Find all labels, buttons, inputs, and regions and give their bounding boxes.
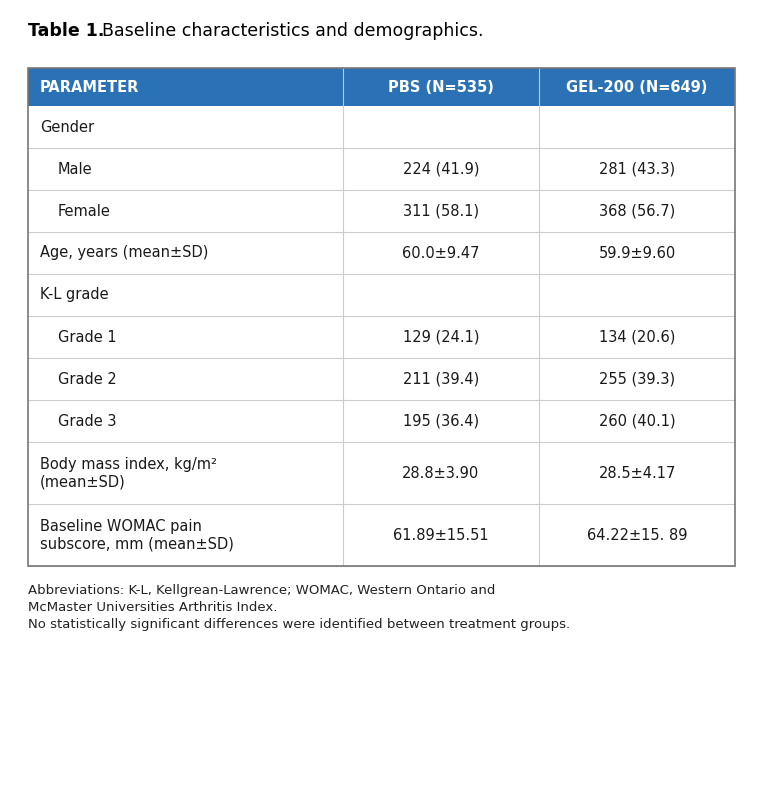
Text: Grade 1: Grade 1: [58, 330, 117, 345]
Text: 211 (39.4): 211 (39.4): [403, 372, 479, 387]
Text: 59.9±9.60: 59.9±9.60: [598, 245, 676, 260]
Text: GEL-200 (N=649): GEL-200 (N=649): [566, 80, 708, 94]
Text: 61.89±15.51: 61.89±15.51: [393, 528, 488, 543]
Text: Male: Male: [58, 161, 92, 176]
Text: 281 (43.3): 281 (43.3): [599, 161, 675, 176]
Text: 28.5±4.17: 28.5±4.17: [598, 465, 676, 480]
Text: No statistically significant differences were identified between treatment group: No statistically significant differences…: [28, 618, 570, 631]
Text: PBS (N=535): PBS (N=535): [388, 80, 494, 94]
Bar: [28, 68, 735, 566]
Text: 311 (58.1): 311 (58.1): [403, 203, 479, 218]
Text: 368 (56.7): 368 (56.7): [599, 203, 675, 218]
Text: 129 (24.1): 129 (24.1): [403, 330, 479, 345]
Bar: [28, 68, 735, 106]
Text: 260 (40.1): 260 (40.1): [599, 414, 675, 429]
Text: (mean±SD): (mean±SD): [40, 475, 126, 490]
Text: Table 1.: Table 1.: [28, 22, 105, 40]
Text: Baseline characteristics and demographics.: Baseline characteristics and demographic…: [91, 22, 484, 40]
Text: 64.22±15. 89: 64.22±15. 89: [587, 528, 687, 543]
Text: 28.8±3.90: 28.8±3.90: [402, 465, 479, 480]
Text: PARAMETER: PARAMETER: [40, 80, 140, 94]
Text: Female: Female: [58, 203, 111, 218]
Text: K-L grade: K-L grade: [40, 287, 108, 302]
Text: Age, years (mean±SD): Age, years (mean±SD): [40, 245, 208, 260]
Text: McMaster Universities Arthritis Index.: McMaster Universities Arthritis Index.: [28, 601, 278, 614]
Text: Body mass index, kg/m²: Body mass index, kg/m²: [40, 456, 217, 471]
Text: Grade 3: Grade 3: [58, 414, 117, 429]
Text: 134 (20.6): 134 (20.6): [599, 330, 675, 345]
Text: 224 (41.9): 224 (41.9): [403, 161, 479, 176]
Text: Abbreviations: K-L, Kellgrean-Lawrence; WOMAC, Western Ontario and: Abbreviations: K-L, Kellgrean-Lawrence; …: [28, 584, 495, 597]
Text: subscore, mm (mean±SD): subscore, mm (mean±SD): [40, 536, 234, 551]
Text: Gender: Gender: [40, 119, 94, 134]
Text: 195 (36.4): 195 (36.4): [403, 414, 479, 429]
Text: Grade 2: Grade 2: [58, 372, 117, 387]
Text: Baseline WOMAC pain: Baseline WOMAC pain: [40, 518, 202, 533]
Text: 255 (39.3): 255 (39.3): [599, 372, 675, 387]
Text: 60.0±9.47: 60.0±9.47: [402, 245, 480, 260]
